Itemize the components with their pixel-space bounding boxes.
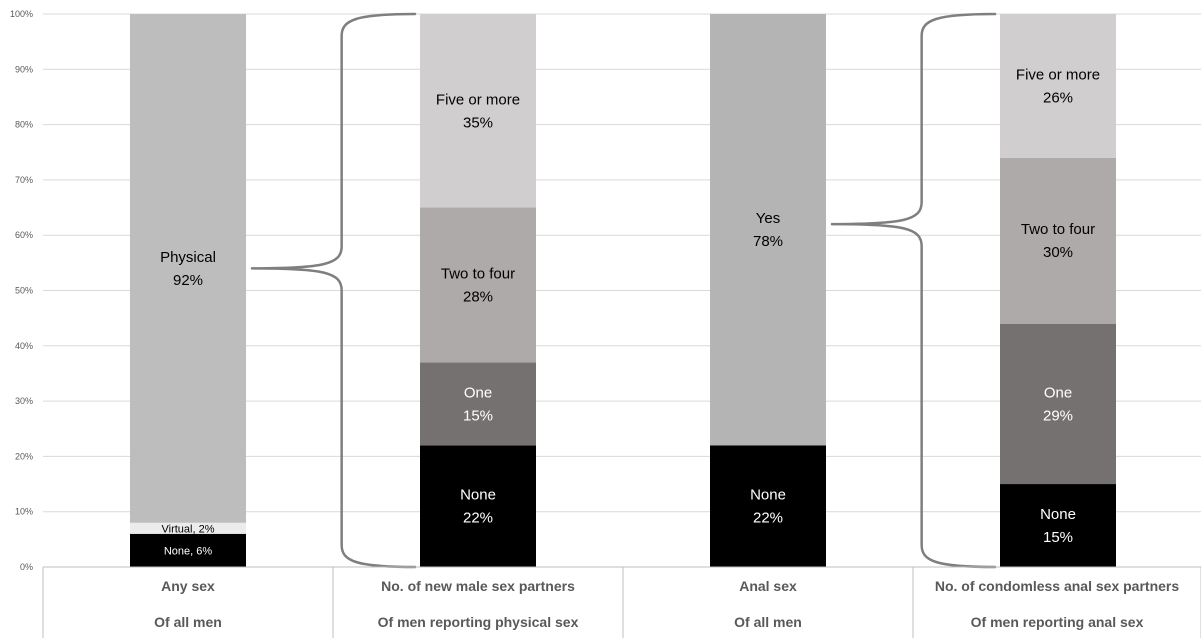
bar-segment-virtual — [130, 522, 246, 534]
y-tick-label: 30% — [15, 396, 33, 406]
data-label: None — [460, 487, 496, 504]
data-label: 26% — [1043, 89, 1073, 106]
bar-segment-one — [1000, 323, 1116, 485]
y-tick-label: 90% — [15, 64, 33, 74]
bar-segment-five-or-more — [1000, 14, 1116, 158]
category-sublabel: Of men reporting physical sex — [378, 614, 579, 630]
y-tick-label: 0% — [20, 562, 33, 572]
bar-segment-yes — [710, 14, 826, 446]
data-label: 92% — [173, 272, 203, 289]
data-label: Five or more — [1016, 66, 1100, 83]
data-label: Two to four — [441, 265, 515, 282]
bar-segment-physical — [130, 14, 246, 523]
data-label: 15% — [463, 407, 493, 424]
data-label: Five or more — [436, 91, 520, 108]
y-tick-label: 70% — [15, 175, 33, 185]
category-label: Anal sex — [739, 578, 797, 594]
data-label: 15% — [1043, 529, 1073, 546]
y-tick-label: 60% — [15, 230, 33, 240]
y-tick-label: 50% — [15, 286, 33, 296]
data-label: One — [1044, 384, 1072, 401]
data-label: Virtual, 2% — [162, 523, 215, 535]
data-label: Two to four — [1021, 221, 1095, 238]
data-label: Physical — [160, 249, 216, 266]
bar-segment-none — [710, 445, 826, 567]
y-tick-label: 80% — [15, 120, 33, 130]
y-tick-label: 20% — [15, 451, 33, 461]
data-label: Yes — [756, 210, 780, 227]
data-label: 22% — [463, 510, 493, 527]
brace-connector — [250, 12, 417, 569]
data-label: None — [750, 487, 786, 504]
bar-segment-none — [130, 533, 246, 567]
category-label: Any sex — [161, 578, 215, 594]
bar-segment-five-or-more — [420, 14, 536, 208]
data-label: 29% — [1043, 407, 1073, 424]
category-sublabel: Of men reporting anal sex — [971, 614, 1144, 630]
category-sublabel: Of all men — [154, 614, 222, 630]
bar-segment-one — [420, 362, 536, 446]
data-label: None — [1040, 506, 1076, 523]
data-label: One — [464, 384, 492, 401]
y-tick-label: 10% — [15, 507, 33, 517]
y-tick-label: 100% — [10, 9, 33, 19]
bar-segment-two-to-four — [420, 207, 536, 363]
bar-segment-two-to-four — [1000, 157, 1116, 324]
data-label: 30% — [1043, 244, 1073, 261]
data-label: 22% — [753, 510, 783, 527]
data-label: None, 6% — [164, 545, 213, 557]
brace-connector — [830, 12, 997, 569]
data-label: 35% — [463, 114, 493, 131]
bar-segment-none — [1000, 484, 1116, 567]
data-label: 78% — [753, 233, 783, 250]
category-label: No. of condomless anal sex partners — [935, 578, 1180, 594]
category-sublabel: Of all men — [734, 614, 802, 630]
y-tick-label: 40% — [15, 341, 33, 351]
data-label: 28% — [463, 288, 493, 305]
bar-segment-none — [420, 445, 536, 567]
category-label: No. of new male sex partners — [381, 578, 575, 594]
